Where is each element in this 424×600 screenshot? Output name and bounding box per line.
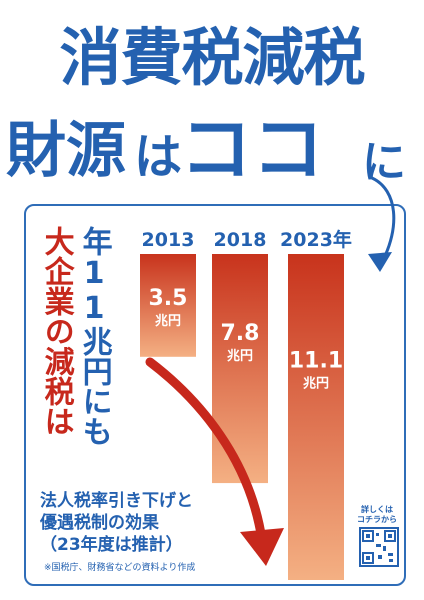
unit-label-1: 兆円	[227, 348, 253, 364]
qr-code-graphic	[362, 530, 396, 564]
bar-1	[212, 254, 268, 484]
title-word-koko: ココ	[180, 107, 325, 191]
title-word-wa: は	[134, 129, 183, 185]
qr-label: 詳しくは コチラから	[354, 505, 400, 525]
qr-code-icon[interactable]	[359, 527, 399, 567]
value-label-1: 7.8	[221, 321, 260, 346]
note-line-1: 法人税率引き下げと	[40, 491, 193, 511]
category-label-1: 2018	[214, 229, 267, 251]
swoosh-arrow-head	[368, 252, 392, 272]
down-arrow-head	[240, 528, 284, 566]
source-note: ※国税庁、財務省などの資料より作成	[44, 563, 196, 573]
chart-notes: 法人税率引き下げと 優遇税制の効果 （23年度は推計）	[40, 490, 330, 556]
bar-2	[288, 254, 344, 580]
vertical-caption-blue: 年11兆円にも	[76, 226, 112, 446]
swoosh-arrow-icon	[371, 176, 396, 263]
qr-label-line-2: コチラから	[357, 515, 397, 524]
category-label-2: 2023年	[280, 228, 352, 251]
vertical-caption-red: 大企業の減税は	[38, 226, 74, 436]
note-line-2: 優遇税制の効果	[40, 513, 159, 533]
title-line-1: 消費税減税	[59, 21, 365, 94]
unit-label-2: 兆円	[303, 375, 329, 391]
title-word-ni: に	[362, 137, 406, 188]
value-label-0: 3.5	[149, 286, 188, 311]
value-label-2: 11.1	[289, 348, 343, 373]
down-arrow-icon	[145, 357, 267, 545]
note-line-3: （23年度は推計）	[40, 535, 183, 555]
category-label-0: 2013	[142, 229, 195, 251]
title-word-zaigen: 財源	[6, 116, 126, 186]
title-line-2: 財源 は ココ に	[6, 107, 418, 192]
bar-0	[140, 254, 196, 357]
unit-label-0: 兆円	[155, 313, 181, 329]
qr-label-line-1: 詳しくは	[361, 505, 393, 514]
